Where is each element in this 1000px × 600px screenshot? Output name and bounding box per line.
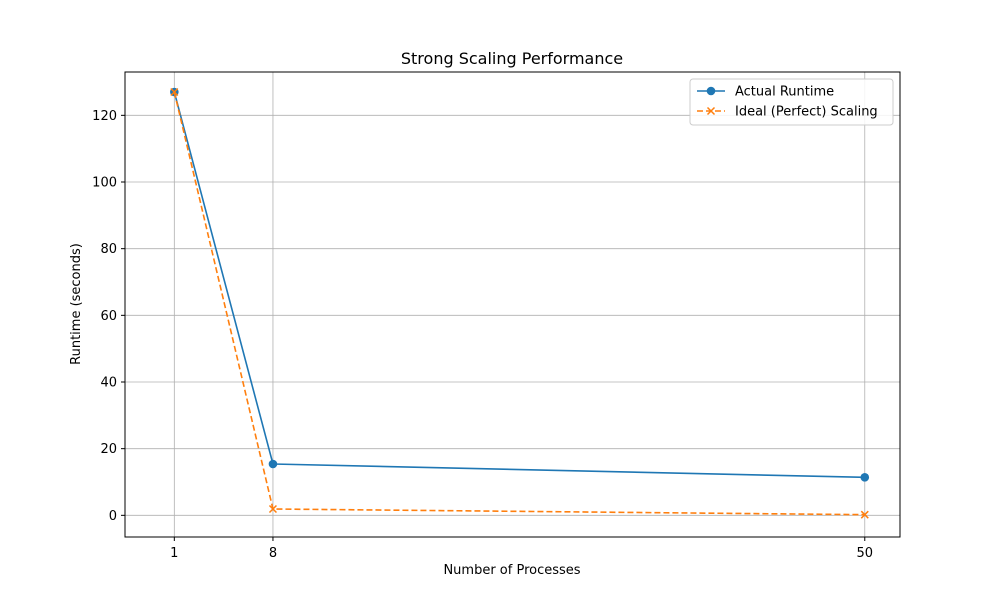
- series-layer: [170, 87, 870, 519]
- y-tick-label: 100: [92, 176, 117, 191]
- marker-stroke: [170, 87, 179, 97]
- y-axis-label: Runtime (seconds): [69, 243, 84, 365]
- legend: Actual Runtime Ideal (Perfect) Scaling: [689, 78, 894, 126]
- y-tick-label: 40: [100, 376, 117, 391]
- x-tick-label: 50: [856, 546, 873, 561]
- legend-marker-1: [706, 86, 716, 96]
- y-tick-label: 80: [100, 242, 117, 257]
- x-axis-label: Number of Processes: [443, 563, 580, 578]
- legend-label-1: Actual Runtime: [735, 85, 834, 100]
- ticks: 0 20 40 60 80 100 120 1 8 50: [92, 109, 873, 561]
- series-2-marker: [170, 87, 179, 97]
- series-1-marker: [860, 473, 870, 482]
- legend-marker-2: [706, 106, 716, 116]
- series-1-marker: [268, 459, 278, 469]
- y-tick-label: 120: [92, 109, 117, 124]
- x-tick-label: 8: [269, 546, 277, 561]
- marker-stroke: [860, 510, 869, 519]
- y-tick-label: 20: [100, 442, 117, 457]
- y-tick-label: 60: [100, 309, 117, 324]
- chart-title: Strong Scaling Performance: [401, 49, 623, 68]
- x-tick-label: 1: [170, 546, 178, 561]
- marker-stroke: [268, 504, 277, 514]
- legend-label-2: Ideal (Perfect) Scaling: [735, 105, 878, 120]
- series-2-marker: [860, 510, 869, 519]
- plot-frame: [124, 71, 901, 538]
- series-2-marker: [268, 504, 277, 514]
- y-tick-label: 0: [109, 509, 117, 524]
- legend-box: [689, 78, 894, 126]
